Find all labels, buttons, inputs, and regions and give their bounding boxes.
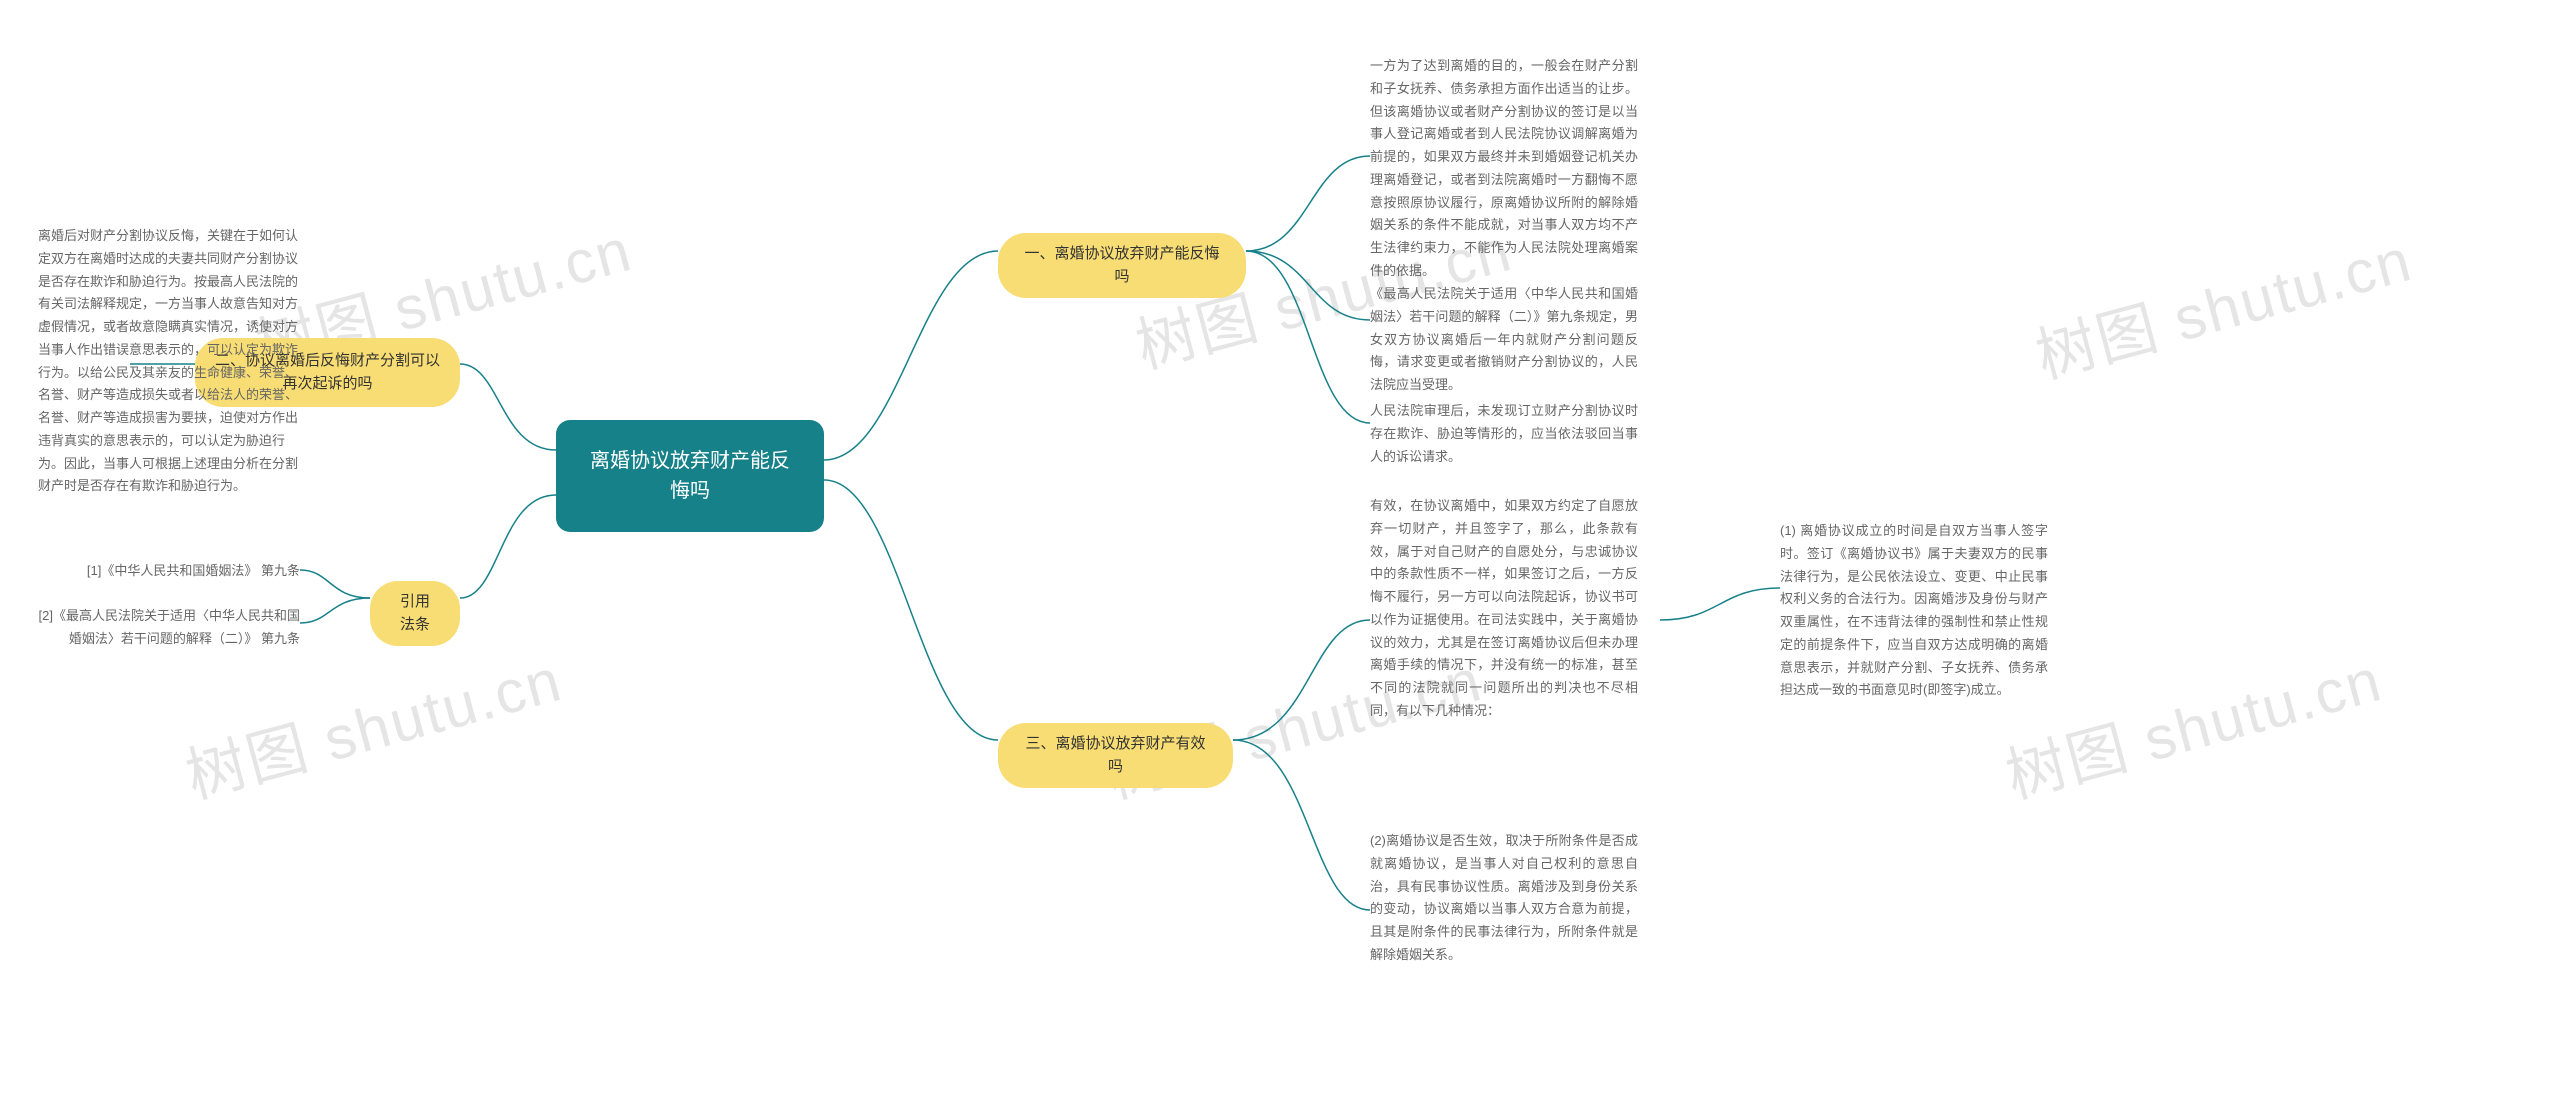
watermark: 树图 shutu.cn <box>2025 212 2420 396</box>
watermark: 树图 shutu.cn <box>175 632 570 816</box>
watermark: 树图 shutu.cn <box>1995 632 2390 816</box>
center-label: 离婚协议放弃财产能反悔吗 <box>590 446 790 506</box>
branch-3-leaf-1-sub: (1) 离婚协议成立的时间是自双方当事人签字时。签订《离婚协议书》属于夫妻双方的… <box>1780 520 2048 702</box>
mindmap-connectors <box>0 0 2560 1112</box>
branch-3: 三、离婚协议放弃财产有效吗 <box>998 723 1233 788</box>
branch-3-label: 三、离婚协议放弃财产有效吗 <box>1022 733 1209 778</box>
branch-1-leaf-1: 一方为了达到离婚的目的，一般会在财产分割和子女抚养、债务承担方面作出适当的让步。… <box>1370 55 1638 283</box>
center-topic: 离婚协议放弃财产能反悔吗 <box>556 420 824 532</box>
branch-1-leaf-3: 人民法院审理后，未发现订立财产分割协议时存在欺诈、胁迫等情形的，应当依法驳回当事… <box>1370 400 1638 468</box>
branch-1-label: 一、离婚协议放弃财产能反悔吗 <box>1022 243 1222 288</box>
branch-4-label: 引用法条 <box>394 591 436 636</box>
branch-3-leaf-2: (2)离婚协议是否生效，取决于所附条件是否成就离婚协议，是当事人对自己权利的意思… <box>1370 830 1638 967</box>
branch-3-leaf-1: 有效，在协议离婚中，如果双方约定了自愿放弃一切财产，并且签字了，那么，此条款有效… <box>1370 495 1638 723</box>
branch-2-leaf-1: 离婚后对财产分割协议反悔，关键在于如何认定双方在离婚时达成的夫妻共同财产分割协议… <box>38 225 303 498</box>
branch-4-leaf-2: [2]《最高人民法院关于适用〈中华人民共和国婚姻法〉若干问题的解释（二）》 第九… <box>36 605 300 651</box>
branch-4-leaf-1: [1]《中华人民共和国婚姻法》 第九条 <box>70 560 300 583</box>
branch-1-leaf-2: 《最高人民法院关于适用〈中华人民共和国婚姻法〉若干问题的解释（二）》第九条规定，… <box>1370 283 1638 397</box>
branch-1: 一、离婚协议放弃财产能反悔吗 <box>998 233 1246 298</box>
branch-4: 引用法条 <box>370 581 460 646</box>
